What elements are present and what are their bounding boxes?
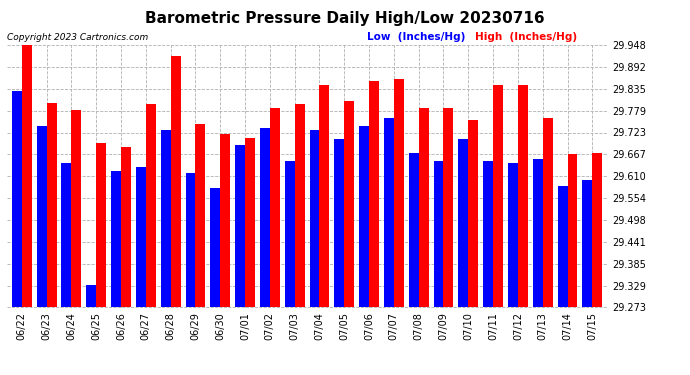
Bar: [469, 120, 478, 308]
Bar: [493, 85, 503, 308]
Bar: [210, 188, 220, 308]
Bar: [567, 154, 578, 308]
Bar: [136, 167, 146, 308]
Bar: [344, 100, 354, 308]
Text: Barometric Pressure Daily High/Low 20230716: Barometric Pressure Daily High/Low 20230…: [145, 11, 545, 26]
Bar: [170, 56, 181, 308]
Bar: [558, 186, 567, 308]
Bar: [533, 159, 543, 308]
Bar: [37, 126, 47, 308]
Bar: [161, 130, 170, 308]
Bar: [96, 143, 106, 308]
Bar: [419, 108, 428, 307]
Bar: [186, 172, 195, 308]
Bar: [86, 285, 96, 308]
Bar: [359, 126, 369, 308]
Bar: [508, 163, 518, 308]
Bar: [518, 85, 528, 308]
Bar: [444, 108, 453, 307]
Bar: [285, 161, 295, 308]
Bar: [146, 105, 156, 308]
Bar: [61, 163, 71, 308]
Bar: [483, 161, 493, 308]
Bar: [408, 153, 419, 308]
Text: Copyright 2023 Cartronics.com: Copyright 2023 Cartronics.com: [7, 33, 148, 42]
Bar: [195, 124, 206, 308]
Bar: [369, 81, 379, 308]
Bar: [111, 171, 121, 308]
Bar: [319, 85, 329, 308]
Bar: [245, 138, 255, 308]
Bar: [270, 108, 279, 307]
Bar: [582, 180, 592, 308]
Text: High  (Inches/Hg): High (Inches/Hg): [475, 32, 578, 42]
Bar: [260, 128, 270, 308]
Bar: [458, 140, 469, 308]
Bar: [295, 105, 304, 308]
Bar: [47, 102, 57, 308]
Bar: [121, 147, 131, 308]
Bar: [433, 161, 444, 308]
Bar: [220, 134, 230, 308]
Bar: [384, 118, 394, 308]
Bar: [543, 118, 553, 308]
Bar: [394, 79, 404, 308]
Bar: [71, 110, 81, 308]
Bar: [235, 146, 245, 308]
Bar: [22, 40, 32, 308]
Bar: [310, 130, 319, 308]
Text: Low  (Inches/Hg): Low (Inches/Hg): [367, 32, 466, 42]
Bar: [592, 153, 602, 308]
Bar: [12, 91, 22, 308]
Bar: [335, 140, 344, 308]
